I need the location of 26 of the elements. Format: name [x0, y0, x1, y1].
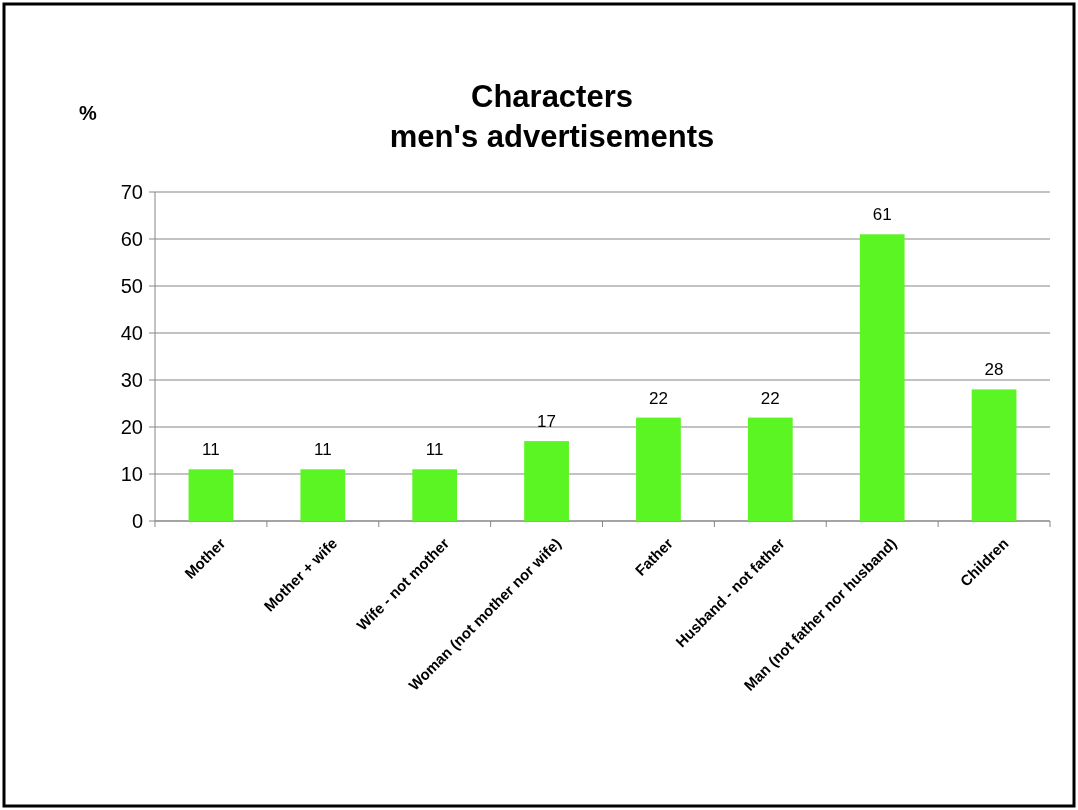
- chart-title: Characters men's advertisements: [389, 79, 715, 154]
- data-label: 22: [760, 388, 780, 408]
- y-tick-label: 70: [120, 181, 143, 203]
- data-label: 28: [984, 360, 1004, 380]
- y-tick-label: 40: [120, 322, 143, 344]
- data-label: 22: [648, 388, 668, 408]
- y-tick-label: 30: [120, 369, 143, 391]
- y-axis-title: %: [79, 102, 98, 124]
- y-tick-label: 50: [120, 275, 143, 297]
- data-label: 17: [537, 412, 557, 432]
- y-tick-label: 0: [131, 510, 143, 532]
- bar: [636, 417, 681, 521]
- data-label: 61: [872, 205, 892, 225]
- bar: [859, 234, 905, 521]
- bar: [412, 469, 458, 521]
- y-tick-label: 20: [120, 416, 143, 438]
- bar: [524, 441, 569, 521]
- bar: [747, 417, 793, 521]
- bar: [300, 469, 346, 521]
- data-label: 11: [425, 440, 444, 460]
- y-tick-label: 10: [120, 463, 143, 485]
- bar: [188, 469, 234, 521]
- bar: [971, 389, 1017, 521]
- data-label: 11: [313, 440, 332, 460]
- data-label: 11: [202, 440, 220, 460]
- y-tick-label: 60: [120, 228, 143, 250]
